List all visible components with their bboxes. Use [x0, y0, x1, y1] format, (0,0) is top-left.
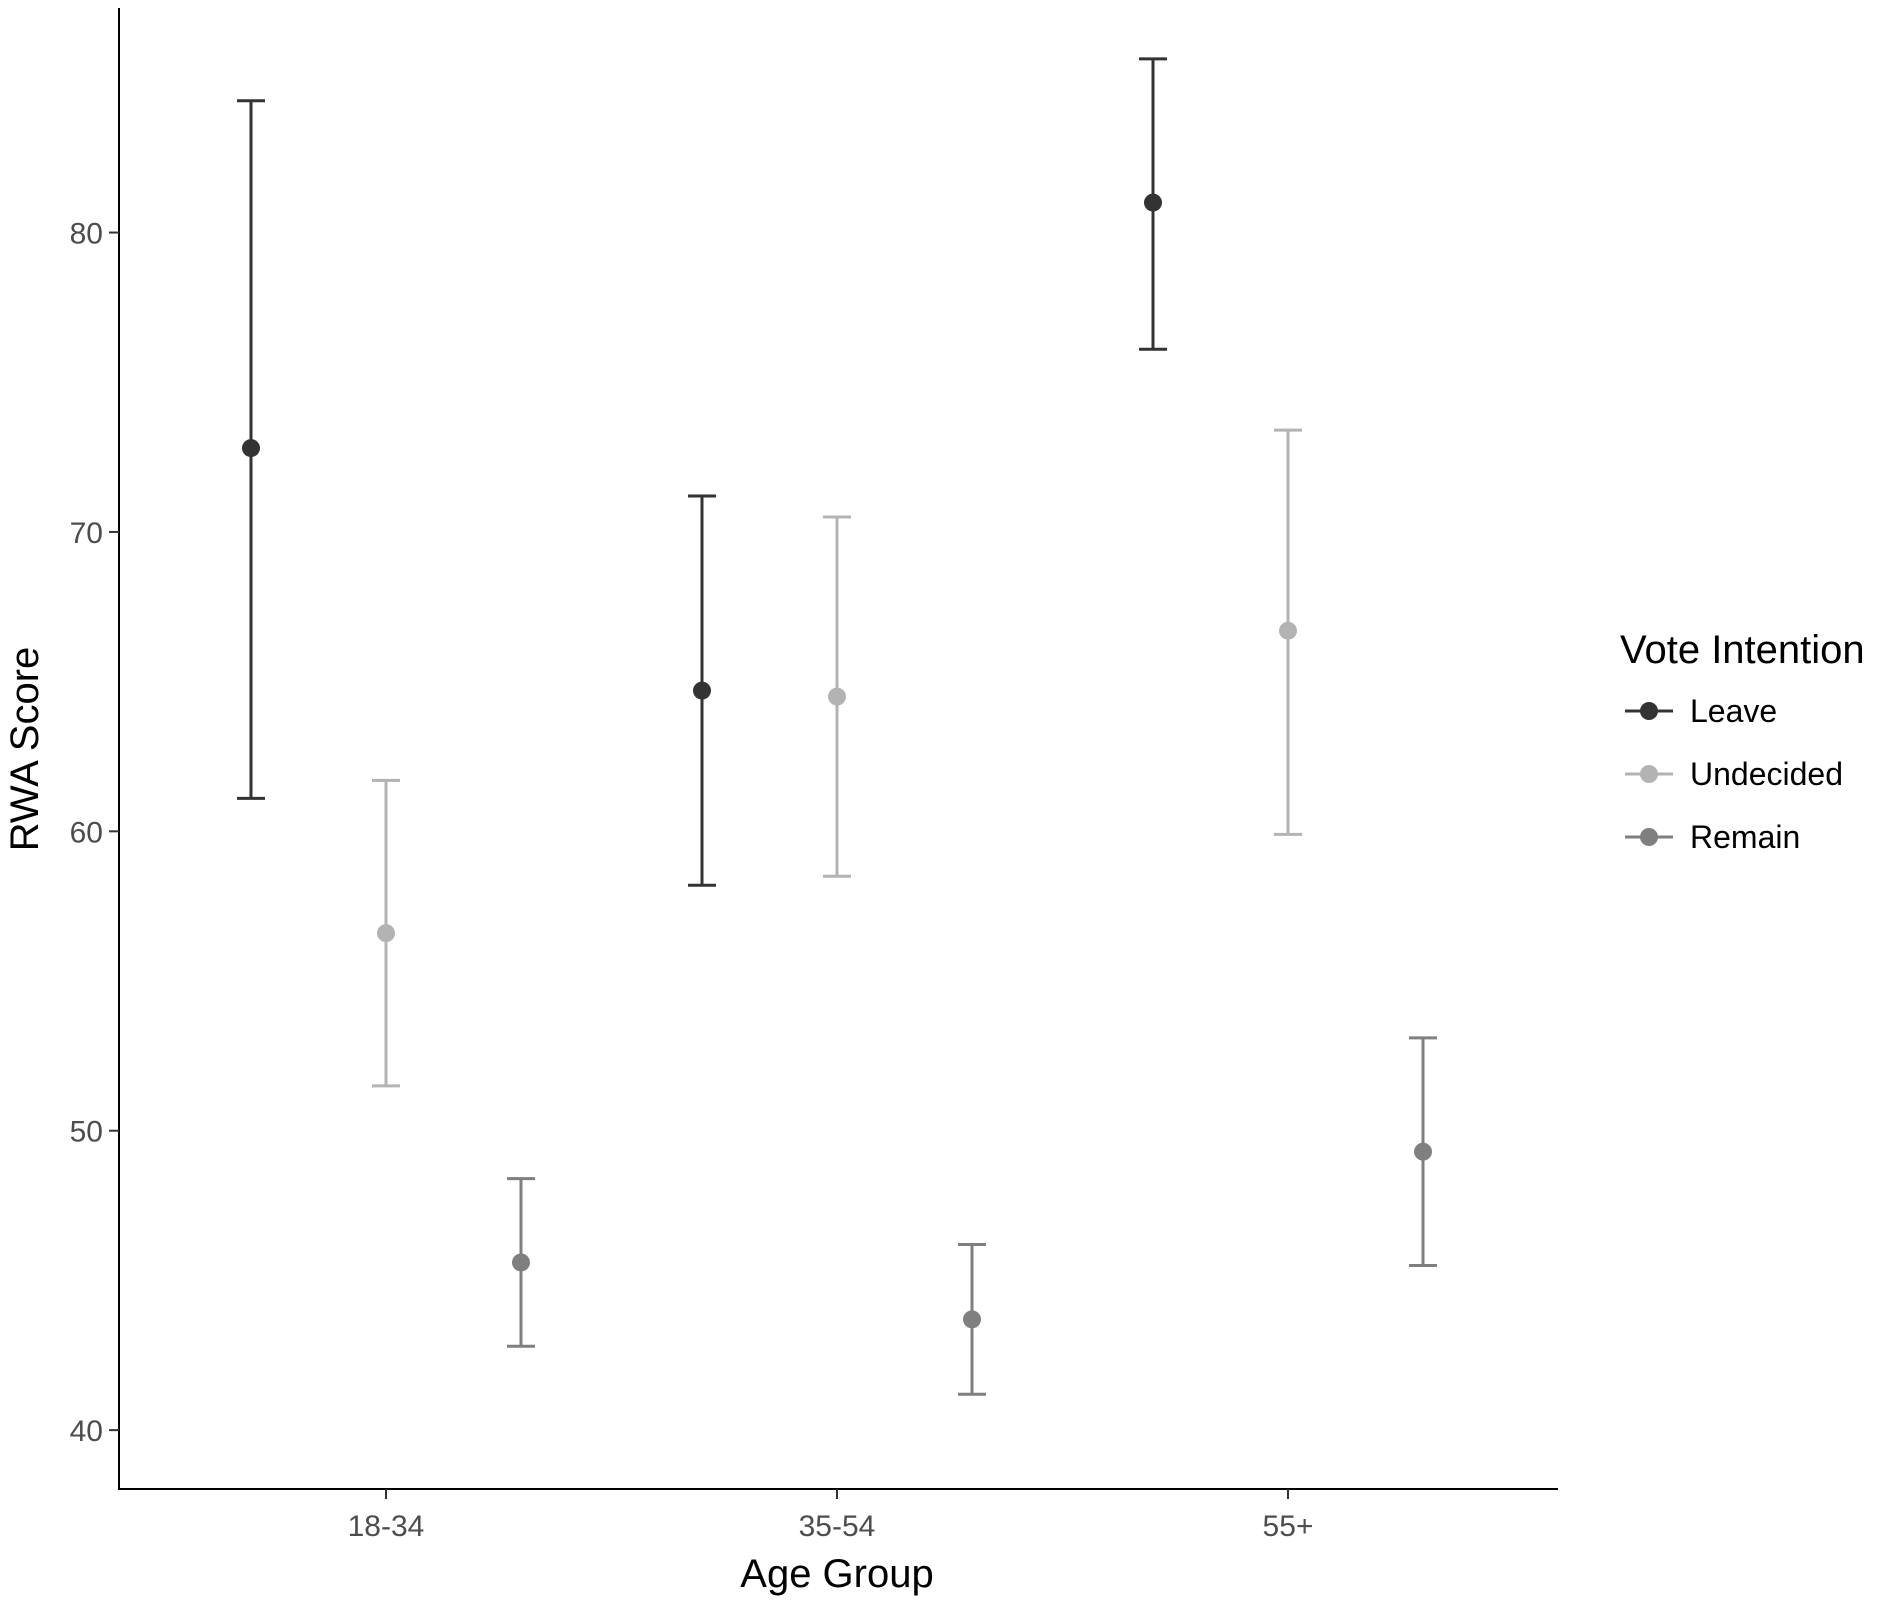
x-axis-title: Age Group	[740, 1552, 933, 1596]
y-tick-label: 80	[70, 218, 103, 251]
series-undecided	[372, 428, 1302, 1088]
data-point	[1414, 1142, 1432, 1161]
legend-title: Vote Intention	[1620, 628, 1865, 672]
y-tick-label: 50	[70, 1116, 103, 1149]
data-point	[828, 687, 846, 706]
legend-item-remain: Remain	[1625, 819, 1800, 855]
y-axis-title: RWA Score	[3, 647, 47, 852]
data-point	[242, 439, 260, 458]
x-axis-ticks: 18-34 35-54 55+	[348, 1489, 1314, 1543]
legend-label: Undecided	[1690, 756, 1843, 792]
legend-label: Remain	[1690, 819, 1800, 855]
legend-items: Leave Undecided Remain	[1625, 693, 1843, 855]
series-remain	[507, 1036, 1437, 1396]
legend-item-undecided: Undecided	[1625, 756, 1843, 792]
data-point	[963, 1310, 981, 1329]
legend-key-point	[1640, 765, 1658, 783]
series-leave	[237, 57, 1167, 887]
data-point	[693, 681, 711, 700]
legend-key-point	[1640, 702, 1658, 720]
legend-key-point	[1640, 828, 1658, 846]
legend: Vote Intention Leave Undecided Remain	[1620, 628, 1865, 855]
y-tick-label: 40	[70, 1415, 103, 1448]
x-tick-label: 35-54	[799, 1510, 876, 1543]
data-point	[377, 924, 395, 943]
y-tick-label: 70	[70, 517, 103, 550]
y-tick-label: 60	[70, 816, 103, 849]
legend-item-leave: Leave	[1625, 693, 1777, 729]
data-point	[512, 1253, 530, 1272]
x-tick-label: 55+	[1263, 1510, 1314, 1543]
x-tick-label: 18-34	[348, 1510, 425, 1543]
data-point	[1144, 193, 1162, 212]
legend-label: Leave	[1690, 693, 1777, 729]
data-point	[1279, 621, 1297, 640]
y-axis-ticks: 40 50 60 70 80	[70, 218, 119, 1448]
plot-area	[237, 57, 1437, 1396]
